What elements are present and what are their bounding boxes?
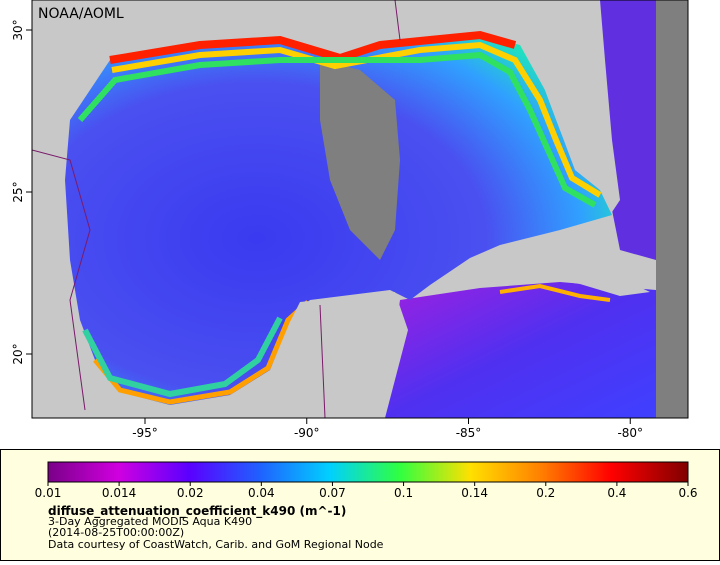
lon-tick-label: -95° [132, 426, 158, 440]
colorbar-tick-label: 0.14 [461, 486, 488, 500]
colorbar-tick-label: 0.014 [102, 486, 136, 500]
atlantic-strip [590, 0, 656, 260]
lat-tick-label: 25° [11, 181, 25, 202]
colorbar-ticks: 0.01 0.014 0.02 0.04 0.07 0.1 0.14 0.2 0.4 0.6 [35, 482, 698, 500]
lon-tick-label: -80° [617, 426, 643, 440]
lon-tick-label: -90° [294, 426, 320, 440]
florida [525, 0, 620, 212]
legend-date: (2014-08-25T00:00:00Z) [48, 526, 184, 539]
lon-tick-label: -85° [456, 426, 482, 440]
colorbar-tick-label: 0.02 [177, 486, 204, 500]
colorbar-tick-label: 0.07 [319, 486, 346, 500]
map-frame [31, 0, 689, 419]
colorbar-tick-label: 0.4 [607, 486, 626, 500]
legend-source: Data courtesy of CoastWatch, Carib. and … [48, 538, 384, 551]
gulf-of-mexico [65, 35, 612, 405]
colorbar-tick-label: 0.6 [678, 486, 697, 500]
colorbar-tick-label: 0.04 [248, 486, 275, 500]
bahamas-land [656, 0, 688, 418]
colorbar-tick-label: 0.01 [35, 486, 62, 500]
colorbar [47, 461, 689, 483]
legend-title: diffuse_attenuation_coefficient_k490 (m^… [48, 504, 346, 519]
state-border [319, 304, 326, 418]
lat-tick-label: 20° [11, 343, 25, 364]
coastal-band-red [109, 30, 517, 64]
credit: NOAA/AOML [38, 6, 124, 22]
coastal-band-yellow [111, 41, 602, 198]
coastal-band-south [93, 300, 310, 405]
legend-subtitle: 3-Day Aggregated MODIS Aqua K490 [48, 515, 252, 528]
coastal-band-green [77, 51, 597, 208]
state-border [32, 149, 91, 411]
yucatan [240, 292, 408, 418]
state-border [394, 0, 401, 41]
caribbean-sea [380, 282, 656, 418]
coastal-band-south-green [82, 316, 283, 398]
axes: -95° -90° -85° -80° 30° 25° 20° [11, 19, 643, 440]
no-data-area [320, 60, 400, 260]
lat-tick-label: 30° [11, 19, 25, 40]
cuba-shelf [499, 283, 611, 302]
cuba [470, 258, 650, 296]
map [32, 0, 688, 418]
colorbar-tick-label: 0.2 [536, 486, 555, 500]
colorbar-tick-label: 0.1 [394, 486, 413, 500]
